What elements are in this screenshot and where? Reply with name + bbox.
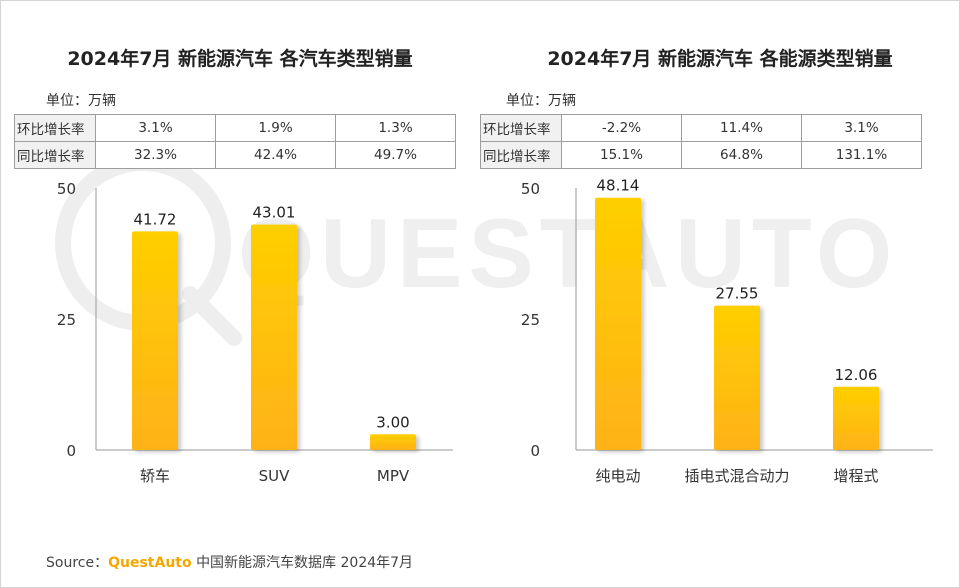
bar-chart-vehicle-type: 0 25 50 41.72 轿车 43.01 SUV 3.00 MPV xyxy=(57,180,453,485)
table-cell: 32.3% xyxy=(95,141,216,169)
table-cell: 131.1% xyxy=(801,141,922,169)
table-row: 环比增长率 -2.2% 11.4% 3.1% xyxy=(480,114,922,142)
bar xyxy=(833,386,879,450)
data-label: 48.14 xyxy=(597,177,640,195)
data-label: 12.06 xyxy=(835,366,878,384)
data-label: 27.55 xyxy=(716,285,759,303)
data-label: 41.72 xyxy=(134,210,177,228)
table-row: 同比增长率 32.3% 42.4% 49.7% xyxy=(14,141,456,169)
svg-text:QUESTAUTO: QUESTAUTO xyxy=(238,198,898,308)
panel-energy-type: 2024年7月 新能源汽车 各能源类型销量 单位：万辆 0 25 50 48.14 纯电… xyxy=(480,0,960,540)
x-tick-label: 增程式 xyxy=(833,467,878,485)
x-tick-label: MPV xyxy=(377,467,410,485)
x-tick-label: 轿车 xyxy=(140,467,170,485)
table-cell: 3.1% xyxy=(801,114,922,142)
table-cell: 1.3% xyxy=(335,114,456,142)
source-label: Source： xyxy=(46,555,109,571)
bar xyxy=(251,224,297,450)
table-cell: 42.4% xyxy=(215,141,336,169)
y-tick-label: 50 xyxy=(521,180,540,198)
x-tick-label: 插电式混合动力 xyxy=(684,467,789,485)
bar xyxy=(132,231,178,450)
x-tick-label: 纯电动 xyxy=(595,467,640,485)
bar-chart-energy-type: 0 25 50 48.14 纯电动 27.55 插电式混合动力 12.06 增程式 xyxy=(521,177,933,485)
chart-title: 2024年7月 新能源汽车 各能源类型销量 xyxy=(547,48,893,70)
table-cell: 49.7% xyxy=(335,141,456,169)
unit-label: 单位：万辆 xyxy=(46,93,116,109)
table-cell: 64.8% xyxy=(681,141,802,169)
source-note: Source：QuestAuto 中国新能源汽车数据库 2024年7月 xyxy=(46,552,413,572)
row-label-mom: 环比增长率 xyxy=(480,114,562,142)
table-cell: 11.4% xyxy=(681,114,802,142)
table-row: 环比增长率 3.1% 1.9% 1.3% xyxy=(14,114,456,142)
unit-label: 单位：万辆 xyxy=(506,93,576,109)
growth-rate-table: 环比增长率 -2.2% 11.4% 3.1% 同比增长率 15.1% 64.8%… xyxy=(480,114,922,169)
bar xyxy=(370,434,416,450)
bar xyxy=(714,305,760,450)
table-row: 同比增长率 15.1% 64.8% 131.1% xyxy=(480,141,922,169)
table-cell: 3.1% xyxy=(95,114,216,142)
data-label: 43.01 xyxy=(253,204,296,222)
y-tick-label: 0 xyxy=(530,442,540,460)
table-cell: 1.9% xyxy=(215,114,336,142)
row-label-yoy: 同比增长率 xyxy=(480,141,562,169)
table-cell: 15.1% xyxy=(561,141,682,169)
y-tick-label: 0 xyxy=(66,442,76,460)
bar xyxy=(595,197,641,450)
y-tick-label: 25 xyxy=(521,311,540,329)
panel-vehicle-type: 2024年7月 新能源汽车 各汽车类型销量 单位：万辆 环比增长率 3.1% 1… xyxy=(0,0,480,540)
y-tick-label: 25 xyxy=(57,311,76,329)
brand-name: QuestAuto xyxy=(108,555,192,571)
y-tick-label: 50 xyxy=(57,180,76,198)
chart-title: 2024年7月 新能源汽车 各汽车类型销量 xyxy=(67,48,413,70)
row-label-yoy: 同比增长率 xyxy=(14,141,96,169)
source-text: 中国新能源汽车数据库 2024年7月 xyxy=(196,555,414,571)
data-label: 3.00 xyxy=(376,413,409,431)
table-cell: -2.2% xyxy=(561,114,682,142)
x-tick-label: SUV xyxy=(259,467,291,485)
row-label-mom: 环比增长率 xyxy=(14,114,96,142)
growth-rate-table: 环比增长率 3.1% 1.9% 1.3% 同比增长率 32.3% 42.4% 4… xyxy=(14,114,456,169)
